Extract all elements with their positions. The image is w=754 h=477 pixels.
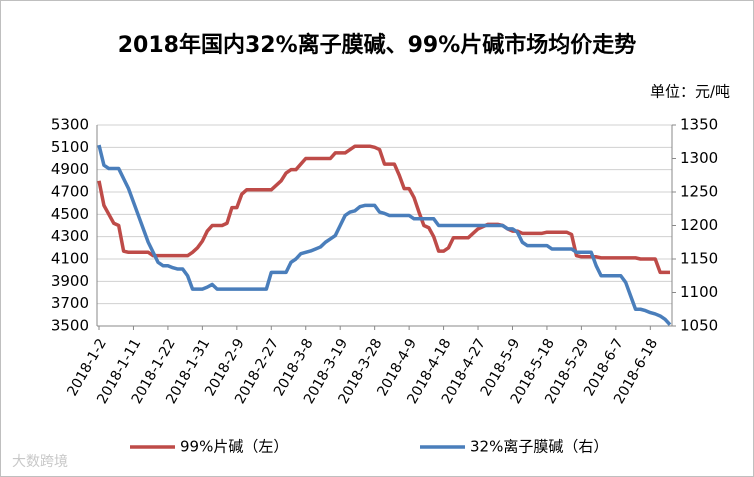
y-tick-label: 4500 (51, 205, 89, 223)
watermark: 大数跨境 (12, 454, 68, 470)
y-tick-label: 4300 (51, 227, 89, 245)
y2-tick-label: 1150 (680, 250, 718, 268)
y-tick-label: 5300 (51, 116, 89, 134)
y-tick-label: 3900 (51, 272, 89, 290)
legend-label: 99%片碱（左） (180, 438, 288, 456)
y-tick-label: 4700 (51, 183, 89, 201)
y-tick-label: 3700 (51, 294, 89, 312)
legend-label: 32%离子膜碱（右） (470, 438, 608, 456)
chart-title: 2018年国内32%离子膜碱、99%片碱市场均价走势 (118, 32, 637, 58)
y-tick-label: 5100 (51, 138, 89, 156)
unit-label: 单位：元/吨 (650, 83, 730, 101)
series-line (97, 144, 670, 275)
series-line (97, 144, 672, 326)
y2-tick-label: 1250 (680, 183, 718, 201)
y-tick-label: 3500 (51, 317, 89, 335)
y2-tick-label: 1200 (680, 216, 718, 234)
y2-tick-label: 1300 (680, 149, 718, 167)
y2-tick-label: 1100 (680, 283, 718, 301)
y-tick-label: 4100 (51, 250, 89, 268)
y-tick-label: 4900 (51, 160, 89, 178)
y2-tick-label: 1350 (680, 116, 718, 134)
y2-tick-label: 1050 (680, 317, 718, 335)
